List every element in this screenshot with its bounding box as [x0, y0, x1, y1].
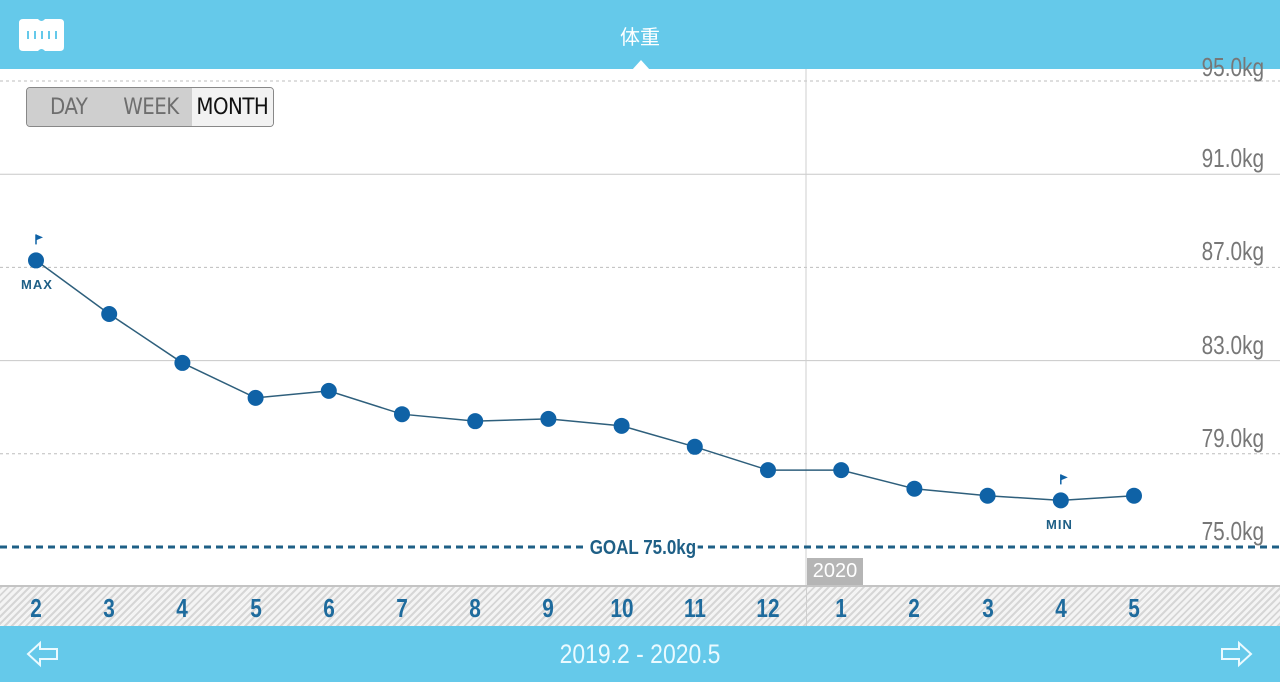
- max-label: MAX: [21, 277, 53, 292]
- x-label: 3: [981, 593, 994, 623]
- min-label: MIN: [1046, 517, 1073, 532]
- tab-week[interactable]: WEEK: [110, 88, 192, 126]
- x-label: 11: [683, 593, 706, 623]
- weight-chart: [0, 69, 1280, 585]
- x-label: 2: [30, 593, 42, 623]
- x-label: 5: [249, 593, 262, 623]
- x-label: 6: [323, 593, 335, 623]
- data-point: [540, 410, 557, 427]
- x-label: 9: [542, 593, 555, 623]
- data-point: [394, 406, 410, 423]
- data-point: [467, 413, 484, 430]
- series-line: [35, 259, 1135, 502]
- data-point: [833, 462, 850, 479]
- x-label: 4: [1055, 593, 1067, 623]
- x-label: 4: [176, 593, 189, 623]
- data-point: [101, 306, 118, 322]
- y-label-91: 91.0kg: [1201, 143, 1264, 173]
- data-point: [1126, 487, 1142, 504]
- x-axis: 2 3 4 5 6 7 8 9 10 11 12 1 2 3 4 5: [0, 585, 1280, 628]
- max-flag-icon: [35, 234, 43, 245]
- page-title: 体重: [620, 27, 660, 49]
- y-label-75: 75.0kg: [1201, 516, 1264, 546]
- tab-month[interactable]: MONTH: [191, 88, 273, 126]
- y-label-95: 95.0kg: [1201, 52, 1264, 82]
- data-point: [613, 417, 630, 434]
- data-point: [174, 354, 191, 371]
- arrow-left-icon[interactable]: [26, 640, 60, 668]
- footer-bar: 2019.2 - 2020.5: [0, 626, 1280, 682]
- x-label: 3: [103, 593, 115, 623]
- data-point: [28, 252, 44, 269]
- tab-day[interactable]: DAY: [27, 88, 111, 126]
- tab-pointer: [632, 60, 650, 70]
- min-flag-icon: [1060, 474, 1068, 485]
- x-label: 5: [1128, 593, 1140, 623]
- data-point: [247, 389, 264, 406]
- data-point: [320, 382, 337, 399]
- year-badge: 2020: [807, 558, 863, 585]
- period-selector: DAY WEEK MONTH: [26, 87, 274, 127]
- x-label: 7: [396, 593, 408, 623]
- header-bar: 体重: [0, 0, 1280, 70]
- y-label-83: 83.0kg: [1201, 330, 1264, 360]
- x-label: 12: [756, 593, 780, 623]
- data-point: [979, 487, 996, 504]
- data-point: [686, 438, 703, 455]
- x-label: 10: [610, 593, 634, 623]
- y-label-79: 79.0kg: [1201, 423, 1264, 453]
- x-label: 2: [908, 593, 921, 623]
- date-range: 2019.2 - 2020.5: [559, 639, 721, 669]
- goal-label: GOAL 75.0kg: [588, 537, 698, 560]
- year-divider-axis: [806, 587, 807, 628]
- y-label-87: 87.0kg: [1201, 236, 1264, 266]
- data-point: [760, 462, 776, 479]
- x-label: 8: [469, 593, 481, 623]
- arrow-right-icon[interactable]: [1219, 640, 1253, 668]
- x-label: 1: [835, 593, 847, 623]
- ruler-icon[interactable]: [19, 19, 64, 51]
- data-point: [1052, 492, 1069, 509]
- data-point: [906, 480, 923, 497]
